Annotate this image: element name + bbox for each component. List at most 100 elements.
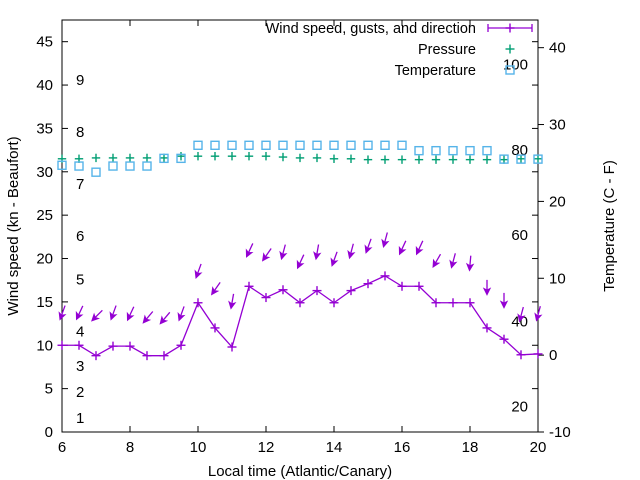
wind-direction-arrow [534,306,543,322]
temperature-point [244,140,254,150]
y2-axis-tick-label: -10 [549,424,571,441]
wind-direction-arrow [177,306,186,322]
y-axis-tick-label: 20 [36,251,53,268]
x-axis-tick-label: 18 [462,439,479,456]
y2-axis-tick-label: 30 [549,117,566,134]
y-axis-tick-label: 15 [36,294,53,311]
wind-direction-arrow [109,305,118,321]
wind-direction-arrow [398,240,407,256]
temperature-point [227,140,237,150]
y-axis-tick-label: 40 [36,77,53,94]
wind-direction-arrow [347,243,356,260]
x-axis-tick-label: 10 [190,439,207,456]
legend-swatch-temperature [505,65,515,75]
legend-label: Temperature [395,63,476,79]
wind-direction-arrow [91,309,103,322]
wind-direction-arrow [313,244,322,261]
beaufort-scale-label: 2 [76,384,84,401]
temperature-point [295,140,305,150]
y-axis-tick-label: 30 [36,164,53,181]
y2-axis-tick-label: 40 [549,40,566,57]
wind-direction-arrow [58,305,67,321]
temperature-point [278,140,288,150]
wind-direction-arrow [415,240,424,256]
temperature-point [465,145,475,156]
fahrenheit-scale-label: 100 [503,57,528,74]
temperature-point [142,161,152,171]
temperature-point [431,145,441,156]
temperature-point [74,161,84,171]
legend-label: Pressure [418,42,476,58]
wind-direction-arrow [517,306,526,323]
temperature-point [397,140,407,150]
x-axis-tick-label: 20 [530,439,547,456]
wind-direction-arrow [296,254,305,270]
temperature-point [312,140,322,150]
temperature-point [482,145,492,156]
y-axis-tick-label: 25 [36,207,53,224]
beaufort-scale-label: 4 [76,323,84,340]
temperature-point [346,140,356,150]
y-axis-tick-label: 5 [45,381,53,398]
wind-direction-arrow [210,282,221,296]
wind-direction-arrow [499,292,509,309]
y-axis-tick-label: 10 [36,337,53,354]
y-axis-tick-label: 35 [36,120,53,137]
plot-frame [61,19,539,433]
temperature-point [329,140,339,150]
wind-direction-arrow [482,279,492,296]
fahrenheit-scale-label: 20 [511,399,528,416]
wind-direction-arrow [449,253,458,269]
y-axis-tick-label: 0 [45,424,53,441]
beaufort-scale-label: 5 [76,271,84,288]
wind-direction-arrow [142,311,154,324]
y-axis-title: Wind speed (kn - Beaufort) [5,136,22,315]
wind-direction-arrow [279,244,288,261]
temperature-point [108,161,118,171]
temperature-point [91,167,101,177]
wind-direction-arrow [245,243,254,258]
wind-direction-arrow [228,293,237,310]
temperature-point [159,153,169,164]
beaufort-scale-label: 6 [76,228,84,245]
temperature-point [533,154,543,164]
wind-direction-arrow [364,238,373,254]
y-axis-tick-label: 45 [36,34,53,51]
beaufort-scale-label: 8 [76,124,84,141]
temperature-point [210,140,220,150]
temperature-point [57,160,67,170]
temperature-point [516,154,526,164]
y2-axis-title: Temperature (C - F) [601,160,618,292]
y2-axis-tick-label: 20 [549,193,566,210]
x-axis-tick-label: 8 [126,439,134,456]
beaufort-scale-label: 7 [76,176,84,193]
temperature-point [499,154,509,164]
wind-direction-arrow [432,253,442,269]
temperature-point [363,140,373,150]
x-axis-tick-label: 16 [394,439,411,456]
temperature-point [448,145,458,156]
wind-direction-arrow [126,306,135,322]
x-axis-tick-label: 12 [258,439,275,456]
temperature-point [176,153,186,164]
temperature-point [414,145,424,156]
temperature-point [193,140,203,150]
beaufort-scale-label: 3 [76,358,84,375]
wind-direction-arrow [75,305,84,321]
wind-direction-arrow [261,248,272,262]
wind-direction-arrow [194,263,203,279]
legend-label: Wind speed, gusts, and direction [266,21,476,37]
x-axis-title: Local time (Atlantic/Canary) [208,463,392,480]
wind-direction-arrow [381,232,390,248]
x-axis-tick-label: 6 [58,439,66,456]
wind-direction-arrow [465,255,475,272]
fahrenheit-scale-label: 60 [511,227,528,244]
temperature-point [380,140,390,150]
y2-axis-tick-label: 10 [549,270,566,287]
wind-direction-arrow [159,311,171,325]
wind-direction-arrow [330,251,339,267]
y2-axis-tick-label: 0 [549,347,557,364]
beaufort-scale-label: 1 [76,410,84,427]
